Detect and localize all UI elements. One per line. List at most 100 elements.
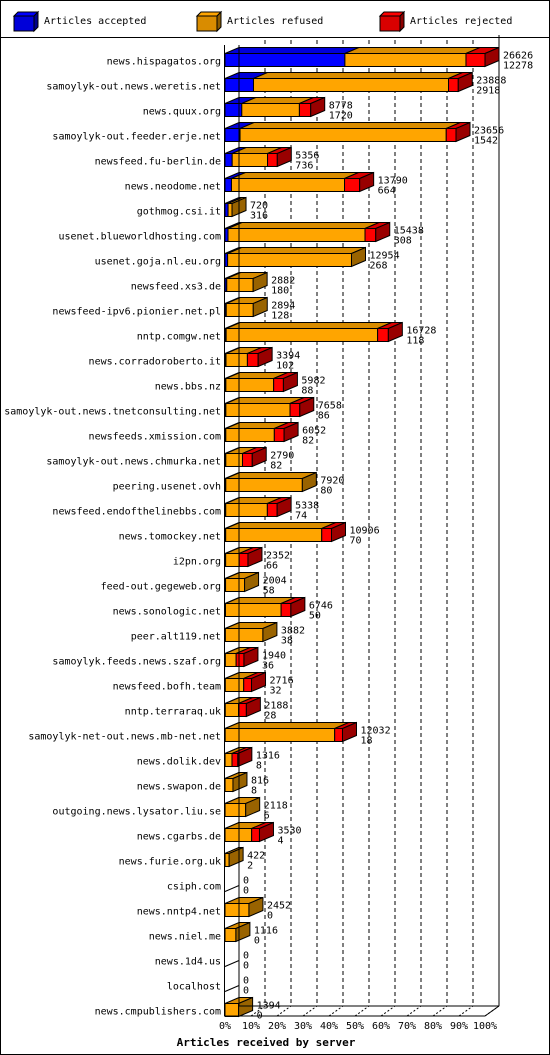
legend-label: Articles refused: [227, 16, 323, 27]
bar-segment: [298, 103, 312, 117]
server-label: nntp.comgw.net: [137, 332, 221, 343]
bar-segment: [225, 453, 243, 467]
value-total-label: 6052: [302, 426, 326, 437]
bar-empty: [224, 985, 240, 992]
x-tick-label: 60%: [372, 1021, 390, 1032]
value-accepted-label: 50: [309, 611, 321, 622]
server-label: nntp.terraraq.uk: [125, 707, 221, 718]
x-tick-label: 30%: [294, 1021, 312, 1032]
legend-label: Articles accepted: [44, 16, 146, 27]
bar-segment: [241, 103, 300, 117]
x-tick-label: 50%: [346, 1021, 364, 1032]
bar-side: [238, 996, 254, 1018]
server-label: newsfeed.bofh.team: [113, 682, 221, 693]
bar-side: [387, 321, 403, 343]
bar-segment-top: [224, 722, 349, 729]
legend-label: Articles rejected: [410, 16, 512, 27]
x-tick-label: 40%: [320, 1021, 338, 1032]
grid-floor-line: [354, 1005, 370, 1017]
value-total-label: 7658: [318, 401, 342, 412]
server-label: peering.usenet.ovh: [113, 482, 221, 493]
server-label: newsfeed-ipv6.pionier.net.pl: [52, 307, 221, 318]
x-tick-label: 0%: [219, 1021, 231, 1032]
server-label: i2pn.org: [173, 557, 221, 568]
value-accepted-label: 736: [295, 161, 313, 172]
x-tick-label: 90%: [450, 1021, 468, 1032]
bar-side: [252, 271, 268, 293]
bar-side: [276, 146, 292, 168]
value-accepted-label: 86: [318, 411, 330, 422]
bar-segment: [465, 53, 486, 67]
value-total-label: 16728: [406, 326, 436, 337]
value-accepted-label: 82: [302, 436, 314, 447]
server-label: news.dolik.dev: [137, 757, 221, 768]
bar-side: [276, 496, 292, 518]
value-total-label: 2352: [266, 551, 290, 562]
x-axis-title: Articles received by server: [177, 1036, 356, 1049]
bar-segment-top: [224, 47, 360, 54]
value-total-label: 5338: [295, 501, 319, 512]
bar-segment: [224, 753, 233, 767]
value-accepted-label: 36: [262, 661, 274, 672]
bar-segment: [231, 753, 239, 767]
bar-segment: [224, 53, 346, 67]
value-accepted-label: 180: [271, 286, 289, 297]
bar-segment: [238, 703, 247, 717]
value-total-label: 8778: [329, 101, 353, 112]
bar-segment-top: [225, 322, 392, 329]
value-total-label: 13790: [378, 176, 408, 187]
legend-swatch-side: [399, 10, 405, 33]
server-label: news.1d4.us: [155, 957, 221, 968]
value-total-label: 1940: [262, 651, 286, 662]
value-accepted-label: 664: [378, 186, 396, 197]
server-label: samoylyk-out.feeder.erje.net: [52, 132, 221, 143]
value-accepted-label: 0: [243, 986, 249, 997]
server-label: news.hispagatos.org: [107, 57, 221, 68]
server-label: news.niel.me: [149, 932, 221, 943]
value-accepted-label: 12278: [503, 61, 533, 72]
x-tick-label: 100%: [473, 1021, 497, 1032]
value-total-label: 12032: [360, 726, 390, 737]
bar-side: [245, 796, 261, 818]
bar-segment: [227, 228, 366, 242]
value-total-label: 3394: [276, 351, 300, 362]
bar-segment: [225, 378, 275, 392]
value-total-label: 2894: [271, 301, 295, 312]
value-accepted-label: 32: [270, 686, 282, 697]
value-accepted-label: 128: [271, 311, 289, 322]
value-accepted-label: 4: [277, 836, 283, 847]
value-total-label: 720: [250, 201, 268, 212]
bar-segment: [226, 278, 254, 292]
x-axis: 0% 10% 20% 30% 40% 50% 60% 70% 80% 90% 100%: [219, 35, 500, 1032]
value-total-label: 0: [243, 876, 249, 887]
bar-segment: [227, 253, 352, 267]
legend-swatch-side: [33, 10, 39, 33]
bar-segment-top: [227, 222, 380, 229]
legend-swatch: [379, 15, 401, 32]
grid-floor-line: [458, 1005, 474, 1017]
value-total-label: 2882: [271, 276, 295, 287]
value-accepted-label: 58: [263, 586, 275, 597]
bar-segment-top: [239, 122, 461, 129]
bar-segment: [289, 403, 301, 417]
bar-segment: [224, 153, 233, 167]
value-accepted-label: 2918: [476, 86, 500, 97]
server-label: news.sonologic.net: [113, 607, 221, 618]
bar-segment: [344, 53, 467, 67]
bar-segment: [238, 553, 249, 567]
server-label: samoylyk-out.news.weretis.net: [46, 82, 221, 93]
value-accepted-label: 6: [264, 811, 270, 822]
server-label: csiph.com: [167, 882, 221, 893]
bar-side: [232, 771, 248, 793]
bar-segment: [224, 1003, 240, 1017]
x-axis-corner: [484, 1005, 500, 1017]
value-accepted-label: 8: [251, 786, 257, 797]
bar-segment-top: [344, 47, 481, 54]
value-accepted-label: 0: [267, 911, 273, 922]
bar-segment: [445, 128, 457, 142]
value-total-label: 2716: [270, 676, 294, 687]
value-total-label: 1116: [254, 926, 278, 937]
x-tick-label: 20%: [268, 1021, 286, 1032]
x-tick-label: 70%: [398, 1021, 416, 1032]
bar-segment: [224, 603, 282, 617]
